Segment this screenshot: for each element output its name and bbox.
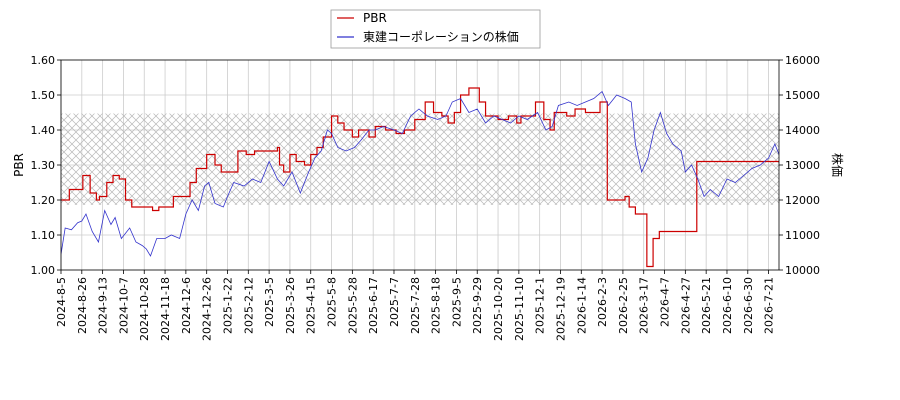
y-axis-title: PBR — [12, 153, 26, 177]
x-tick-label: 2025-9-5 — [450, 277, 463, 327]
x-tick-label: 2024-8-5 — [55, 277, 68, 327]
x-tick-label: 2025-5-28 — [346, 277, 359, 334]
x-tick-label: 2026-6-10 — [721, 277, 734, 334]
y2-tick-label: 13000 — [785, 159, 820, 172]
y-tick-label: 1.10 — [31, 229, 56, 242]
x-tick-label: 2024-10-28 — [138, 277, 151, 341]
x-tick-label: 2025-3-5 — [263, 277, 276, 327]
x-tick-label: 2026-7-21 — [763, 277, 776, 334]
x-tick-label: 2025-8-18 — [430, 277, 443, 334]
y-tick-label: 1.20 — [31, 194, 56, 207]
y2-tick-label: 16000 — [785, 54, 820, 67]
x-tick-label: 2026-5-21 — [700, 277, 713, 334]
legend-label-pbr: PBR — [363, 11, 387, 25]
x-tick-label: 2026-2-3 — [596, 277, 609, 327]
x-tick-label: 2026-6-30 — [742, 277, 755, 334]
legend-label-price: 東建コーポレーションの株価 — [363, 29, 519, 44]
x-tick-label: 2025-2-12 — [242, 277, 255, 334]
x-tick-label: 2026-1-14 — [575, 277, 588, 334]
x-tick-label: 2025-6-17 — [367, 277, 380, 334]
y-tick-label: 1.00 — [31, 264, 56, 277]
y-tick-label: 1.50 — [31, 89, 56, 102]
x-tick-label: 2025-9-29 — [471, 277, 484, 334]
x-tick-label: 2025-12-19 — [554, 277, 567, 341]
legend: PBR 東建コーポレーションの株価 — [330, 9, 541, 49]
y2-tick-label: 12000 — [785, 194, 820, 207]
x-tick-label: 2024-12-26 — [201, 277, 214, 341]
x-tick-label: 2025-10-20 — [492, 277, 505, 341]
axes-layer: 1.00 1.10 1.20 1.30 1.40 1.50 1.60 10000 11000 12… — [31, 54, 821, 341]
x-tick-label: 2024-12-6 — [180, 277, 193, 334]
x-tick-label: 2026-4-7 — [659, 277, 672, 327]
x-tick-label: 2024-10-7 — [117, 277, 130, 334]
x-tick-label: 2025-4-15 — [305, 277, 318, 334]
x-tick-label: 2025-12-1 — [534, 277, 547, 334]
y2-tick-label: 14000 — [785, 124, 820, 137]
y-tick-label: 1.60 — [31, 54, 56, 67]
x-tick-label: 2025-3-26 — [284, 277, 297, 334]
x-tick-label: 2024-11-18 — [159, 277, 172, 341]
x-tick-label: 2026-2-25 — [617, 277, 630, 334]
series-layer — [61, 87, 779, 268]
x-tick-label: 2024-9-13 — [97, 277, 110, 334]
x-tick-label: 2025-1-22 — [221, 277, 234, 334]
x-tick-label: 2024-8-26 — [76, 277, 89, 334]
legend-box — [330, 9, 541, 49]
x-tick-label: 2026-3-17 — [638, 277, 651, 334]
y2-tick-label: 11000 — [785, 229, 820, 242]
x-tick-label: 2025-7-28 — [409, 277, 422, 334]
y-tick-label: 1.40 — [31, 124, 56, 137]
series-line-pbr — [61, 87, 779, 268]
y2-axis-title: 株価 — [830, 153, 845, 177]
series-line-price — [61, 90, 779, 257]
x-tick-label: 2025-11-10 — [513, 277, 526, 341]
x-tick-label: 2025-7-7 — [388, 277, 401, 327]
y-tick-label: 1.30 — [31, 159, 56, 172]
pbr-range-band — [61, 113, 779, 205]
y2-tick-label: 10000 — [785, 264, 820, 277]
x-tick-label: 2026-4-27 — [679, 277, 692, 334]
y2-tick-label: 15000 — [785, 89, 820, 102]
x-tick-label: 2025-5-8 — [326, 277, 339, 327]
